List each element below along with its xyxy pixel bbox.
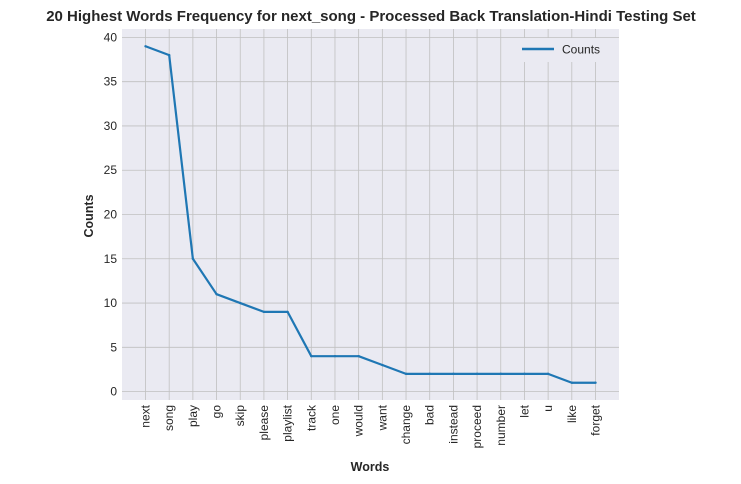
y-tick-label: 20 xyxy=(104,208,118,222)
x-tick-label: track xyxy=(304,404,318,431)
data-point-please xyxy=(262,310,266,314)
x-tick-label: proceed xyxy=(470,405,484,448)
grid-lines xyxy=(122,29,619,400)
data-point-go xyxy=(215,292,218,296)
data-point-forget xyxy=(594,381,597,384)
chart-title: 20 Highest Words Frequency for next_song… xyxy=(46,8,696,25)
y-tick-label: 25 xyxy=(104,163,118,177)
data-point-u xyxy=(546,372,550,376)
x-tick-label: like xyxy=(565,405,579,423)
data-point-skip xyxy=(239,301,242,305)
data-point-let xyxy=(523,372,526,376)
data-point-next xyxy=(144,45,147,48)
x-tick-label: skip xyxy=(233,405,247,427)
data-point-one xyxy=(333,354,337,358)
legend-label-counts: Counts xyxy=(562,43,600,57)
legend: Counts xyxy=(516,38,611,62)
x-tick-label: number xyxy=(494,405,508,446)
y-tick-label: 10 xyxy=(104,296,118,310)
x-axis-label: Words xyxy=(351,460,390,474)
y-tick-label: 30 xyxy=(104,119,118,133)
x-tick-label: please xyxy=(257,405,271,441)
x-tick-label: forget xyxy=(589,404,603,435)
x-tick-label: want xyxy=(375,404,389,431)
data-point-proceed xyxy=(475,372,479,376)
data-point-track xyxy=(310,354,313,358)
x-tick-label: song xyxy=(162,405,176,431)
x-tick-label: let xyxy=(517,404,531,417)
x-tick-label: bad xyxy=(423,405,437,425)
x-tick-label: one xyxy=(328,405,342,425)
y-tick-label: 35 xyxy=(104,75,118,89)
data-point-bad xyxy=(428,372,431,376)
data-point-play xyxy=(191,257,195,260)
y-tick-label: 40 xyxy=(104,30,118,44)
x-tick-label: go xyxy=(210,405,224,419)
y-tick-label: 5 xyxy=(110,340,117,354)
data-point-playlist xyxy=(286,310,289,314)
data-point-would xyxy=(357,354,360,358)
y-tick-label: 15 xyxy=(104,252,118,266)
x-tick-label: u xyxy=(541,405,555,412)
series-line-counts xyxy=(145,45,596,384)
data-point-song xyxy=(167,53,171,57)
data-point-like xyxy=(570,381,574,384)
x-tick-label: playlist xyxy=(281,404,295,441)
y-tick-label: 0 xyxy=(110,385,117,399)
x-tick-label: would xyxy=(352,405,366,437)
x-axis-ticks: next song play go skip please playlist track one… xyxy=(139,404,603,448)
y-axis-label: Counts xyxy=(82,194,96,237)
data-point-want xyxy=(381,363,384,367)
data-point-change xyxy=(404,372,408,376)
x-tick-label: next xyxy=(139,404,153,427)
x-tick-label: play xyxy=(186,405,200,427)
y-axis-ticks: 0 5 10 15 20 25 30 35 40 xyxy=(104,30,118,398)
x-tick-label: instead xyxy=(446,405,460,444)
data-point-number xyxy=(499,372,502,376)
x-tick-label: change xyxy=(399,405,413,445)
data-point-instead xyxy=(452,372,455,376)
